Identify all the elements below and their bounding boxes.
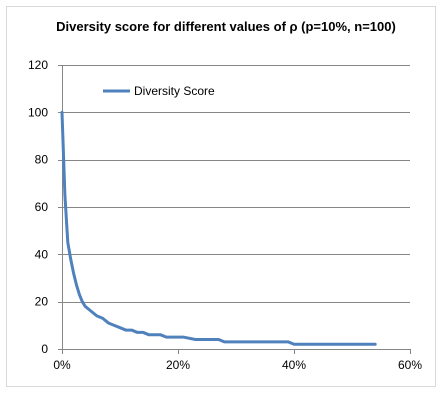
y-tick-label: 0 (41, 342, 48, 356)
y-tick-label: 20 (35, 295, 49, 309)
series-group (60, 110, 377, 346)
series-line-diversity-score (60, 110, 377, 346)
y-tick-label: 100 (28, 105, 48, 119)
x-tick-label: 20% (166, 358, 190, 372)
y-tick-label: 120 (28, 58, 48, 72)
legend: Diversity Score (103, 84, 215, 98)
x-tick-label: 60% (398, 358, 422, 372)
gridlines (62, 65, 410, 303)
y-tick-label: 60 (35, 200, 49, 214)
x-axis-ticks: 0% 20% 40% 60% (53, 349, 422, 372)
y-tick-label: 80 (35, 153, 49, 167)
x-tick-label: 0% (53, 358, 71, 372)
y-axis-ticks: 0 20 40 60 80 100 120 (28, 58, 62, 356)
legend-label: Diversity Score (134, 84, 215, 98)
chart-title: Diversity score for different values of … (56, 19, 396, 34)
y-tick-label: 40 (35, 247, 49, 261)
x-tick-label: 40% (282, 358, 306, 372)
